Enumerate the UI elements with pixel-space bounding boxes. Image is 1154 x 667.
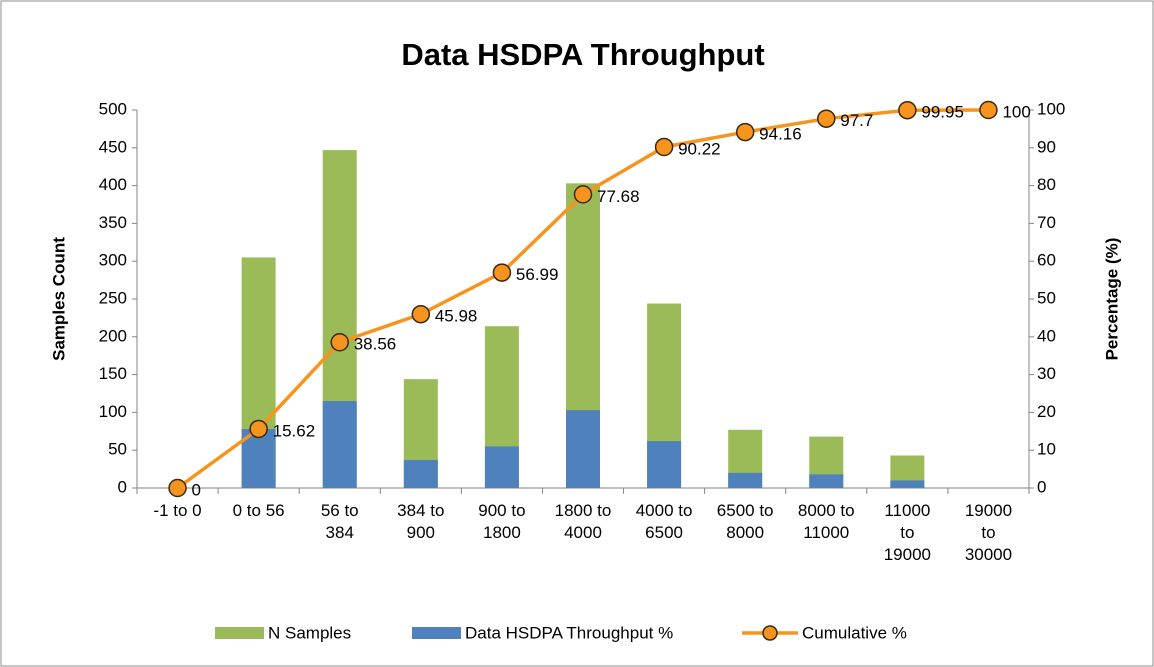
marker (654, 137, 674, 157)
y-tick-label: 350 (99, 213, 127, 232)
legend-label: N Samples (268, 623, 351, 642)
data-label: 38.56 (354, 335, 397, 354)
y2-tick-label: 0 (1037, 477, 1046, 496)
data-label: 90.22 (678, 139, 721, 158)
chart-title: Data HSDPA Throughput (401, 37, 764, 72)
bar (484, 446, 519, 488)
x-tick-label: 19000 to 30000 (964, 501, 1013, 564)
y-axis-title: Samples Count (49, 237, 68, 361)
y2-tick-label: 100 (1037, 99, 1065, 118)
y-tick-label: 500 (99, 99, 127, 118)
y-tick-label: 400 (99, 175, 127, 194)
y-tick-label: 200 (99, 326, 127, 345)
y-tick-label: 0 (118, 477, 127, 496)
x-tick-label: 900 to 1800 (478, 501, 526, 542)
data-label: 94.16 (759, 125, 802, 144)
data-label: 77.68 (597, 187, 640, 206)
y-tick-label: 250 (99, 288, 127, 307)
x-tick-label: 0 to 56 (232, 501, 285, 520)
x-tick-label: 8000 to 11000 (797, 501, 855, 542)
marker (898, 100, 917, 120)
y2-tick-label: 10 (1037, 440, 1056, 459)
y-tick-label: 150 (99, 364, 127, 383)
y2-tick-label: 90 (1037, 137, 1056, 156)
legend-label: Data HSDPA Throughput % (465, 623, 673, 642)
bar (566, 410, 600, 488)
bar (322, 401, 357, 488)
x-tick-label: -1 to 0 (153, 501, 202, 520)
x-tick-label: 384 to 900 (397, 501, 445, 542)
marker (735, 122, 755, 142)
y-tick-label: 50 (108, 440, 127, 459)
x-tick-label: 11000 to 19000 (883, 501, 931, 564)
y2-tick-label: 70 (1037, 213, 1056, 232)
data-label: 45.98 (435, 307, 478, 326)
bar (647, 441, 682, 488)
legend-label: Cumulative % (802, 623, 907, 642)
x-tick-label: 6500 to 8000 (716, 501, 774, 542)
y2-tick-label: 50 (1037, 288, 1056, 307)
bar (890, 480, 925, 488)
data-label: 0 (192, 480, 201, 499)
y-tick-label: 450 (99, 137, 127, 156)
data-label: 100 (1002, 102, 1030, 121)
legend-marker (762, 625, 778, 641)
data-label: 56.99 (516, 265, 559, 284)
bar (728, 472, 763, 488)
marker (411, 304, 431, 324)
legend-swatch (215, 627, 264, 639)
marker (492, 263, 512, 282)
y2-tick-label: 30 (1037, 364, 1056, 383)
data-label: 15.62 (273, 421, 316, 440)
marker (817, 109, 836, 128)
marker (168, 478, 187, 498)
marker (573, 185, 593, 204)
bar (403, 460, 438, 488)
data-label: 97.7 (840, 111, 873, 130)
data-label: 99.95 (921, 103, 964, 122)
x-tick-label: 56 to 384 (320, 501, 359, 542)
legend-swatch (412, 627, 461, 639)
marker (249, 419, 268, 439)
bar (809, 474, 844, 488)
y2-tick-label: 60 (1037, 251, 1056, 270)
y2-tick-label: 80 (1037, 175, 1056, 194)
y2-axis-title: Percentage (%) (1102, 238, 1121, 361)
x-tick-label: 4000 to 6500 (635, 501, 693, 542)
marker (330, 332, 349, 352)
y-tick-label: 300 (99, 251, 127, 270)
x-tick-label: 1800 to 4000 (554, 501, 612, 542)
y2-tick-label: 40 (1037, 326, 1056, 345)
y2-tick-label: 20 (1037, 402, 1056, 421)
marker (979, 100, 998, 120)
y-tick-label: 100 (99, 402, 127, 421)
